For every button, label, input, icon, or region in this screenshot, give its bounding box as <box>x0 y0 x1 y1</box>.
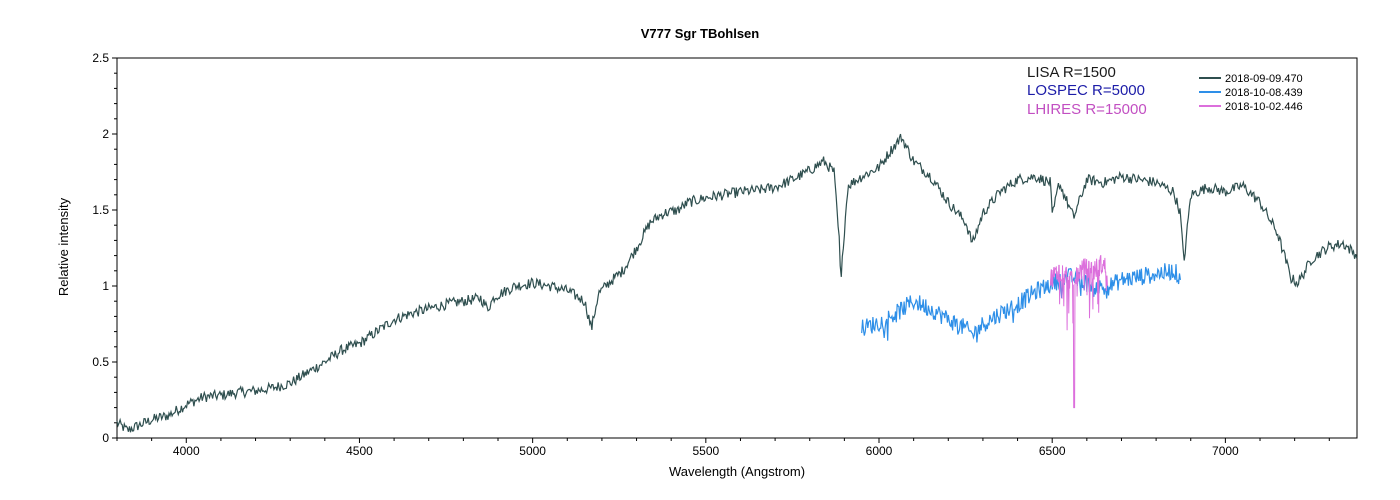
x-tick-label: 4000 <box>173 444 200 458</box>
series-line-3 <box>1050 254 1108 409</box>
legend: 2018-09-09.470 2018-10-08.439 2018-10-02… <box>1199 73 1303 113</box>
annotation-lospec: LOSPEC R=5000 <box>1027 82 1145 99</box>
y-tick-label: 2 <box>102 127 109 141</box>
series-line-1 <box>116 133 1358 433</box>
x-tick-label: 5000 <box>519 444 546 458</box>
x-tick-label: 4500 <box>346 444 373 458</box>
x-axis: 4000 4500 5000 5500 6000 6500 7000 <box>116 438 1330 458</box>
y-tick-label: 1 <box>102 279 109 293</box>
legend-label-1: 2018-09-09.470 <box>1225 73 1303 85</box>
x-tick-label: 6500 <box>1039 444 1066 458</box>
y-axis-title: Relative intensity <box>56 197 71 296</box>
legend-label-2: 2018-10-08.439 <box>1225 87 1303 99</box>
y-tick-label: 0.5 <box>92 355 109 369</box>
y-tick-label: 1.5 <box>92 203 109 217</box>
x-tick-label: 7000 <box>1212 444 1239 458</box>
plot-area <box>116 57 1358 439</box>
x-axis-title: Wavelength (Angstrom) <box>669 464 805 479</box>
annotation-lisa: LISA R=1500 <box>1027 64 1116 81</box>
chart-title: V777 Sgr TBohlsen <box>641 26 760 41</box>
series-layer <box>116 133 1358 433</box>
annotation-lhires: LHIRES R=15000 <box>1027 101 1147 118</box>
legend-label-3: 2018-10-02.446 <box>1225 101 1303 113</box>
y-tick-label: 2.5 <box>92 51 109 65</box>
resolution-annotations: LISA R=1500 LOSPEC R=5000 LHIRES R=15000 <box>1027 64 1147 118</box>
y-axis: 0 0.5 1 1.5 2 2.5 <box>92 51 117 445</box>
series-line-2 <box>861 263 1181 343</box>
x-tick-label: 6000 <box>866 444 893 458</box>
y-tick-label: 0 <box>102 431 109 445</box>
x-tick-label: 5500 <box>692 444 719 458</box>
